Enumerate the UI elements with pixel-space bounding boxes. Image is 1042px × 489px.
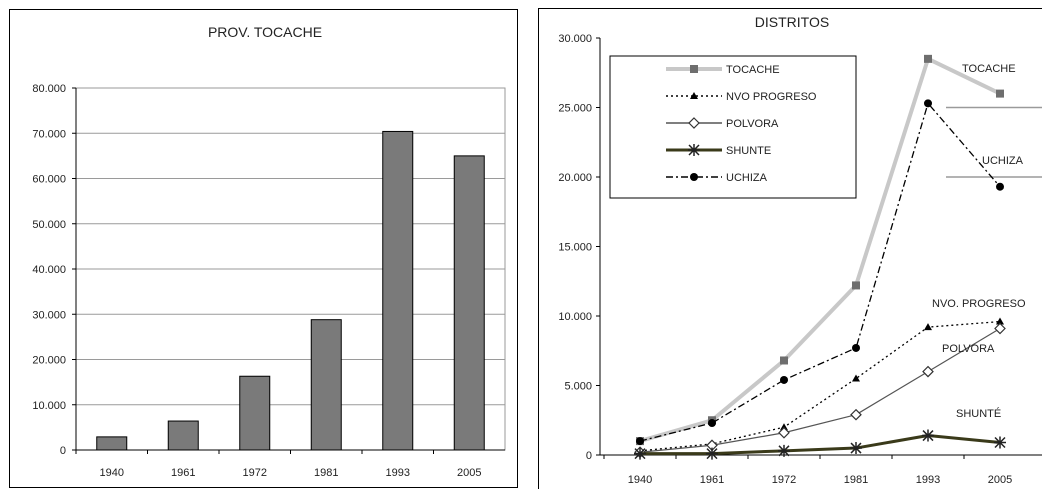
legend-label: TOCACHE [726,64,780,76]
x-tick-label: 1993 [386,467,410,479]
x-tick-label: 2005 [457,467,481,479]
data-point [850,442,862,455]
data-point [994,322,1006,335]
line-chart-panel: DISTRITOS 0 5.000 10.000 15.000 20.000 25.000 3… [538,0,1042,489]
x-tick-label: 1972 [243,467,267,479]
data-point [780,356,788,365]
x-tick-label: 1961 [171,467,195,479]
series-line [639,320,1001,452]
y-tick-label: 60.000 [32,174,66,186]
legend-marker [690,92,698,99]
data-point [996,89,1004,98]
x-tick-label: 1981 [314,467,338,479]
y-tick-label: 0 [60,445,66,457]
series-end-label: POLVORA [942,343,995,355]
bar [167,420,199,451]
data-point [852,374,860,382]
y-tick-label: 10.000 [32,400,66,412]
legend: TOCACHE NVO PROGRESO POLVORA SHUNTE UCHIZA [609,55,857,199]
line-chart-svg: DISTRITOS 0 5.000 10.000 15.000 20.000 25.000 3… [538,8,1042,489]
bar [453,155,485,451]
series-line [639,102,1001,442]
bar [382,130,414,451]
series-line [639,56,1001,444]
legend-marker [690,65,698,73]
data-point [778,444,790,457]
data-point [924,54,932,63]
x-tick-label: 1993 [916,474,940,486]
legend-marker [690,173,698,181]
data-point [852,343,860,352]
data-point [922,429,934,442]
x-tick-label: 1940 [100,467,124,479]
data-point [924,99,932,108]
y-tick-label: 40.000 [32,264,66,276]
y-tick-label: 15.000 [558,242,592,254]
series-shunte [634,429,1006,460]
data-point [708,419,716,428]
data-point [996,182,1004,191]
data-point [922,365,934,378]
y-tick-label: 5.000 [564,381,592,393]
data-point [924,323,932,331]
x-tick-label: 1981 [844,474,868,486]
series-end-label: SHUNTÉ [956,407,1001,420]
legend-marker [688,117,700,129]
x-tick-label: 2005 [988,474,1012,486]
y-tick-label: 30.000 [32,309,66,321]
data-point [634,447,646,460]
series-line [639,327,1001,453]
series-nvo-progreso [636,317,1004,454]
legend-marker [688,144,700,156]
chart-title: PROV. TOCACHE [208,24,322,40]
legend-label: NVO PROGRESO [726,91,817,103]
series-uchiza [636,99,1004,446]
data-point [780,423,788,431]
y-tick-label: 20.000 [32,355,66,367]
series-end-label: TOCACHE [962,63,1016,75]
y-tick-label: 20.000 [558,172,592,184]
x-tick-label: 1940 [628,474,652,486]
data-point [778,426,790,439]
bar [239,375,271,451]
bar-chart-svg: PROV. TOCACHE 0 10.000 20.000 30.000 40.000 50… [9,9,518,488]
series-end-label: UCHIZA [982,155,1024,167]
data-point [780,375,788,384]
bar [96,436,128,451]
bar [310,319,342,451]
x-tick-label: 1961 [700,474,724,486]
series-end-label: NVO. PROGRESO [932,298,1026,310]
legend-label: SHUNTE [726,145,771,157]
legend-label: POLVORA [726,118,779,130]
y-tick-label: 50.000 [32,219,66,231]
y-tick-label: 70.000 [32,128,66,140]
bar-chart-panel: PROV. TOCACHE 0 10.000 20.000 30.000 40.000 50… [9,9,518,488]
y-tick-label: 30.000 [558,33,592,45]
y-tick-label: 80.000 [32,83,66,95]
legend-label: UCHIZA [726,172,768,184]
series-line [640,434,1001,456]
y-tick-label: 10.000 [558,311,592,323]
y-tick-label: 0 [586,450,592,462]
data-point [996,317,1004,325]
y-tick-label: 25.000 [558,103,592,115]
x-tick-label: 1972 [772,474,796,486]
data-point [852,281,860,290]
data-point [706,447,718,460]
data-point [636,437,644,446]
data-point [850,408,862,421]
data-point [994,436,1006,449]
legend-box [609,55,857,199]
chart-title: DISTRITOS [755,14,829,30]
